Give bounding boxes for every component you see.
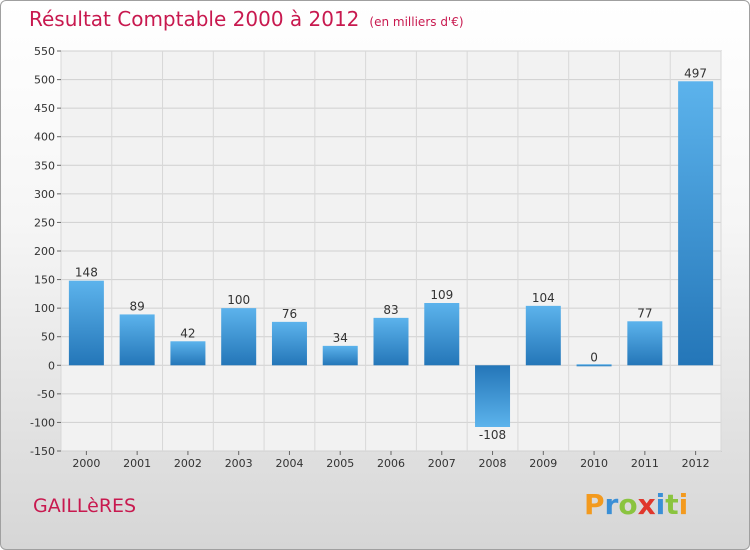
y-tick-label: 50 xyxy=(41,331,55,344)
logo-letter: i xyxy=(678,488,689,521)
y-tick-label: 450 xyxy=(34,102,55,115)
logo-letter: i xyxy=(655,488,666,521)
bar xyxy=(424,303,460,366)
data-label: 100 xyxy=(227,293,250,307)
x-tick-label: 2012 xyxy=(682,457,710,470)
bar xyxy=(678,81,714,366)
data-label: 0 xyxy=(590,350,598,364)
x-tick-label: 2004 xyxy=(275,457,303,470)
bar xyxy=(627,321,663,366)
x-tick-label: 2009 xyxy=(529,457,557,470)
y-tick-label: 300 xyxy=(34,188,55,201)
data-label: 497 xyxy=(684,66,707,80)
data-label: 77 xyxy=(637,306,652,320)
data-label: -108 xyxy=(479,428,506,442)
y-tick-label: -50 xyxy=(37,388,55,401)
data-label: 89 xyxy=(130,299,145,313)
x-tick-label: 2010 xyxy=(580,457,608,470)
chart-title: Résultat Comptable 2000 à 2012 (en millie… xyxy=(29,7,464,31)
data-label: 104 xyxy=(532,291,555,305)
bar xyxy=(170,341,206,366)
bar xyxy=(68,280,104,366)
logo-letter: P xyxy=(584,488,605,521)
data-label: 34 xyxy=(333,331,348,345)
bar xyxy=(475,365,511,427)
y-tick-label: -150 xyxy=(30,445,55,458)
y-tick-label: 550 xyxy=(34,45,55,58)
bar xyxy=(373,317,409,366)
data-label: 76 xyxy=(282,307,297,321)
proxiti-logo: Proxiti xyxy=(584,488,688,521)
bar xyxy=(525,305,561,366)
y-tick-label: 150 xyxy=(34,274,55,287)
bar xyxy=(322,345,358,366)
chart-title-text: Résultat Comptable 2000 à 2012 xyxy=(29,7,360,31)
data-label: 42 xyxy=(180,326,195,340)
y-tick-label: 200 xyxy=(34,245,55,258)
logo-letter: x xyxy=(637,488,656,521)
y-tick-label: 0 xyxy=(48,359,55,372)
y-tick-label: -100 xyxy=(30,416,55,429)
bar xyxy=(271,321,307,366)
data-label: 148 xyxy=(75,266,98,280)
y-tick-label: 500 xyxy=(34,74,55,87)
bar xyxy=(119,314,155,366)
logo-letter: o xyxy=(618,488,638,521)
y-tick-label: 400 xyxy=(34,131,55,144)
x-tick-label: 2003 xyxy=(225,457,253,470)
bar xyxy=(576,364,612,367)
y-tick-label: 350 xyxy=(34,159,55,172)
location-label: GAILLèRES xyxy=(33,495,137,517)
x-tick-label: 2001 xyxy=(123,457,151,470)
chart-unit: (en milliers d'€) xyxy=(369,15,464,29)
x-tick-label: 2011 xyxy=(631,457,659,470)
logo-letter: r xyxy=(604,488,619,521)
bar xyxy=(221,308,257,366)
y-tick-label: 100 xyxy=(34,302,55,315)
x-tick-label: 2000 xyxy=(72,457,100,470)
x-tick-label: 2006 xyxy=(377,457,405,470)
data-label: 109 xyxy=(430,288,453,302)
data-label: 83 xyxy=(383,303,398,317)
y-tick-label: 250 xyxy=(34,216,55,229)
logo-letter: t xyxy=(665,488,679,521)
x-tick-label: 2007 xyxy=(428,457,456,470)
x-tick-label: 2002 xyxy=(174,457,202,470)
x-tick-label: 2005 xyxy=(326,457,354,470)
x-tick-label: 2008 xyxy=(479,457,507,470)
